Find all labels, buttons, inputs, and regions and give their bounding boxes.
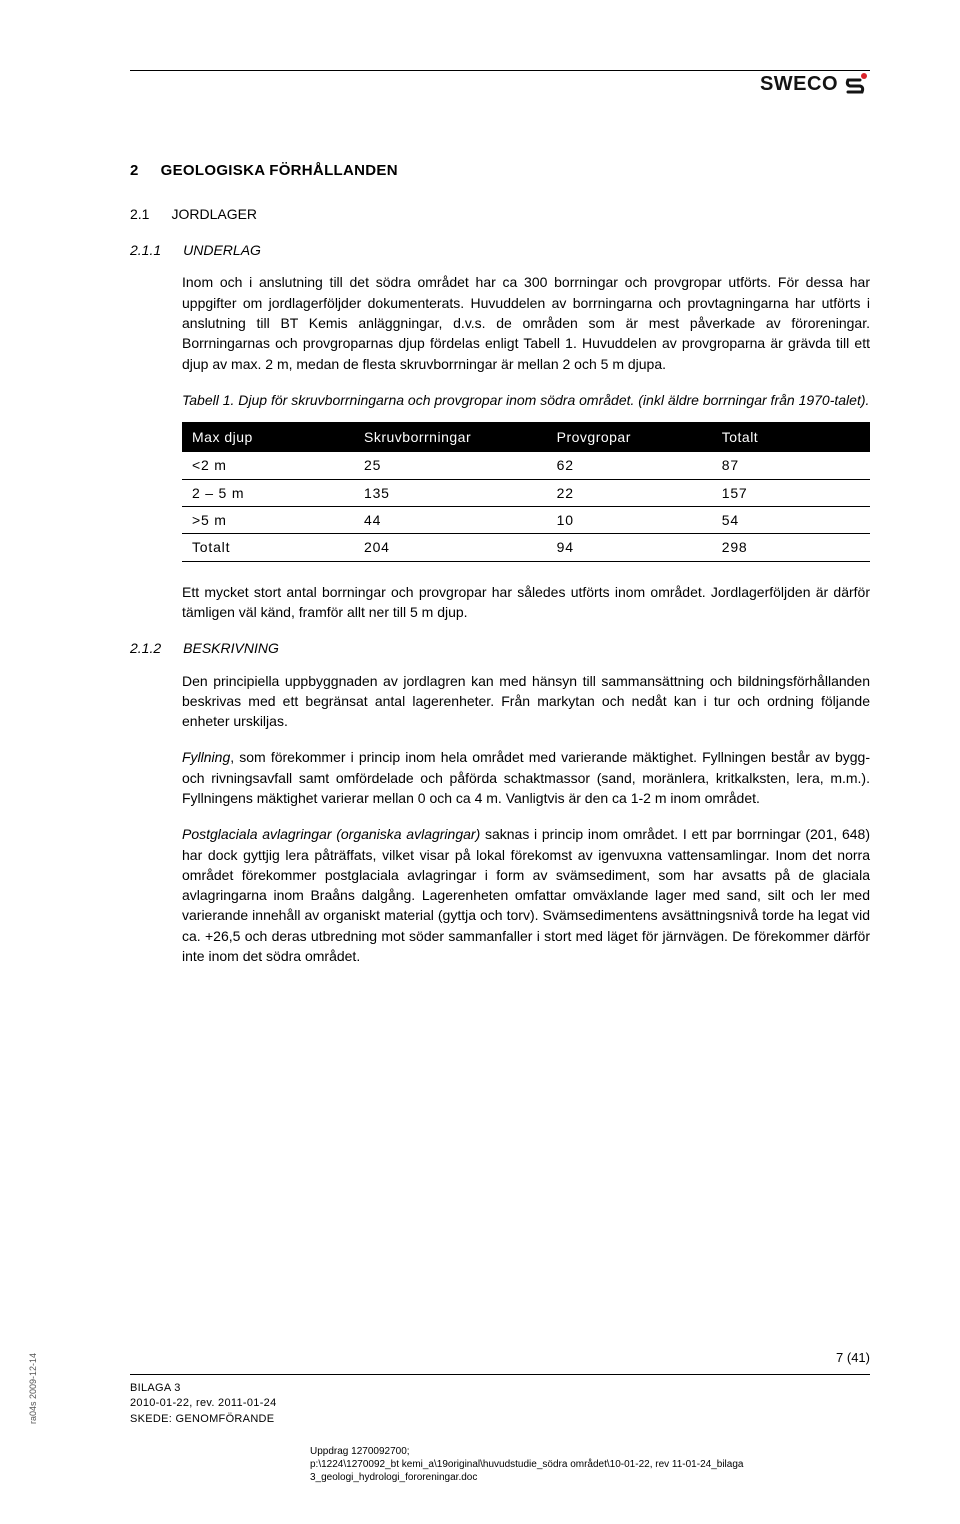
brand-logo: SWECO (760, 70, 870, 99)
paragraph-1: Inom och i anslutning till det södra omr… (182, 272, 870, 373)
footer-line-3: SKEDE: GENOMFÖRANDE (130, 1412, 870, 1427)
paragraph-5-rest: saknas i princip inom området. I ett par… (182, 826, 870, 964)
table-row: Totalt20494298 (182, 534, 870, 561)
footer-line-1: BILAGA 3 (130, 1381, 870, 1396)
table-row: 2 – 5 m13522157 (182, 479, 870, 506)
table-row: <2 m256287 (182, 452, 870, 479)
subsubsection2-number: 2.1.2 (130, 640, 161, 656)
paragraph-5: Postglaciala avlagringar (organiska avla… (182, 824, 870, 966)
footer-small-1: Uppdrag 1270092700; (310, 1445, 870, 1458)
subsection-title: JORDLAGER (171, 204, 257, 224)
table-cell: Totalt (182, 534, 354, 561)
subsubsection-heading: 2.1.1 UNDERLAG (130, 240, 870, 272)
subsubsection-title: UNDERLAG (183, 240, 261, 260)
table-header: Provgropar (547, 422, 712, 452)
table-header: Totalt (712, 422, 870, 452)
table-header-row: Max djup Skruvborrningar Provgropar Tota… (182, 422, 870, 452)
section-number: 2 (130, 162, 139, 179)
table-header: Skruvborrningar (354, 422, 547, 452)
paragraph-4: Fyllning, som förekommer i princip inom … (182, 747, 870, 808)
table-cell: 94 (547, 534, 712, 561)
section-heading: 2 GEOLOGISKA FÖRHÅLLANDEN (130, 160, 870, 204)
paragraph-2: Ett mycket stort antal borrningar och pr… (182, 582, 870, 623)
subsubsection2-title: BESKRIVNING (183, 638, 279, 658)
subsection-number: 2.1 (130, 206, 149, 222)
depth-table: Max djup Skruvborrningar Provgropar Tota… (182, 422, 870, 561)
table-caption: Tabell 1. Djup för skruvborrningarna och… (182, 390, 870, 410)
table-cell: 2 – 5 m (182, 479, 354, 506)
table-cell: <2 m (182, 452, 354, 479)
brand-mark-icon (844, 72, 870, 98)
brand-name: SWECO (760, 70, 838, 99)
footer-line-2: 2010-01-22, rev. 2011-01-24 (130, 1396, 870, 1411)
subsubsection2-heading: 2.1.2 BESKRIVNING (130, 638, 870, 670)
table-cell: 157 (712, 479, 870, 506)
page-header: SWECO (130, 70, 870, 120)
side-revision-text: ra04s 2009-12-14 (27, 1353, 40, 1424)
page-number: 7 (41) (130, 1349, 870, 1368)
table-cell: >5 m (182, 507, 354, 534)
table-cell: 135 (354, 479, 547, 506)
table-cell: 54 (712, 507, 870, 534)
subsection-heading: 2.1 JORDLAGER (130, 204, 870, 240)
paragraph-3: Den principiella uppbyggnaden av jordlag… (182, 671, 870, 732)
paragraph-5-lead: Postglaciala avlagringar (organiska avla… (182, 826, 480, 842)
table-cell: 298 (712, 534, 870, 561)
page-footer: 7 (41) BILAGA 3 2010-01-22, rev. 2011-01… (130, 1349, 870, 1484)
paragraph-4-lead: Fyllning (182, 749, 230, 765)
section-title: GEOLOGISKA FÖRHÅLLANDEN (161, 160, 398, 182)
footer-small-2: p:\1224\1270092_bt kemi_a\19original\huv… (310, 1458, 870, 1484)
table-cell: 87 (712, 452, 870, 479)
paragraph-4-rest: , som förekommer i princip inom hela omr… (182, 749, 870, 806)
table-cell: 44 (354, 507, 547, 534)
table-row: >5 m441054 (182, 507, 870, 534)
subsubsection-number: 2.1.1 (130, 242, 161, 258)
table-cell: 204 (354, 534, 547, 561)
table-cell: 22 (547, 479, 712, 506)
table-cell: 25 (354, 452, 547, 479)
table-header: Max djup (182, 422, 354, 452)
table-cell: 10 (547, 507, 712, 534)
table-cell: 62 (547, 452, 712, 479)
